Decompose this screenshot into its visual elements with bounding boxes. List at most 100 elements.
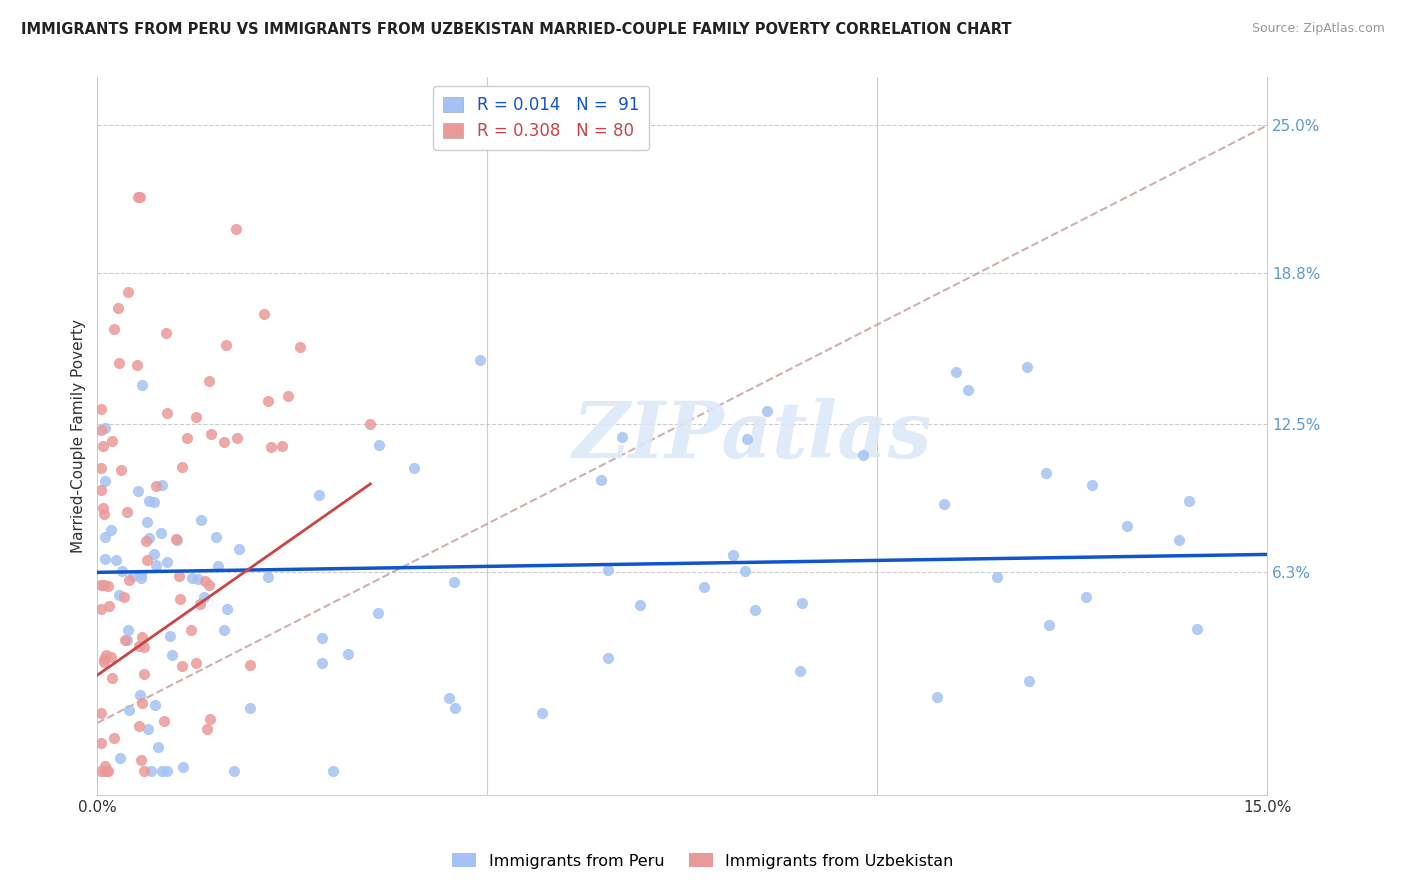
Point bbox=[93, 578, 115, 592]
Point bbox=[93, 439, 115, 453]
Point bbox=[735, 432, 758, 446]
Point bbox=[368, 437, 391, 451]
Point bbox=[132, 764, 155, 778]
Point bbox=[155, 326, 177, 340]
Point bbox=[132, 666, 155, 681]
Point bbox=[184, 409, 207, 424]
Point bbox=[104, 552, 127, 566]
Point bbox=[90, 736, 112, 750]
Point bbox=[311, 656, 333, 670]
Y-axis label: Married-Couple Family Poverty: Married-Couple Family Poverty bbox=[72, 319, 86, 553]
Point bbox=[129, 190, 152, 204]
Point bbox=[1185, 622, 1208, 636]
Point bbox=[131, 696, 153, 710]
Point bbox=[443, 575, 465, 590]
Point bbox=[180, 623, 202, 637]
Point bbox=[170, 460, 193, 475]
Point bbox=[93, 655, 115, 669]
Point bbox=[117, 285, 139, 299]
Point bbox=[110, 463, 132, 477]
Point bbox=[531, 706, 554, 720]
Point bbox=[108, 750, 131, 764]
Text: Source: ZipAtlas.com: Source: ZipAtlas.com bbox=[1251, 22, 1385, 36]
Point bbox=[311, 632, 333, 646]
Point bbox=[277, 389, 299, 403]
Point bbox=[187, 572, 209, 586]
Point bbox=[308, 488, 330, 502]
Point bbox=[166, 533, 188, 547]
Point bbox=[108, 588, 131, 602]
Point bbox=[96, 648, 118, 662]
Point bbox=[135, 533, 157, 548]
Point bbox=[90, 764, 112, 778]
Point bbox=[114, 632, 136, 647]
Point bbox=[852, 448, 875, 462]
Point bbox=[195, 722, 218, 736]
Text: IMMIGRANTS FROM PERU VS IMMIGRANTS FROM UZBEKISTAN MARRIED-COUPLE FAMILY POVERTY: IMMIGRANTS FROM PERU VS IMMIGRANTS FROM … bbox=[21, 22, 1011, 37]
Point bbox=[136, 516, 159, 530]
Text: ZIPatlas: ZIPatlas bbox=[572, 398, 932, 475]
Point bbox=[103, 321, 125, 335]
Point bbox=[115, 506, 138, 520]
Point bbox=[257, 394, 280, 409]
Point bbox=[190, 513, 212, 527]
Point bbox=[159, 629, 181, 643]
Point bbox=[188, 597, 211, 611]
Point bbox=[224, 764, 246, 778]
Point bbox=[121, 569, 143, 583]
Point bbox=[138, 493, 160, 508]
Point bbox=[97, 579, 120, 593]
Point bbox=[225, 222, 247, 236]
Point bbox=[404, 461, 426, 475]
Legend: R = 0.014   N =  91, R = 0.308   N = 80: R = 0.014 N = 91, R = 0.308 N = 80 bbox=[433, 86, 650, 150]
Point bbox=[145, 479, 167, 493]
Point bbox=[100, 650, 122, 665]
Point bbox=[198, 374, 221, 388]
Point bbox=[90, 578, 112, 592]
Point bbox=[253, 307, 276, 321]
Point bbox=[127, 190, 149, 204]
Point bbox=[194, 574, 217, 588]
Point bbox=[925, 690, 948, 704]
Point bbox=[228, 542, 250, 557]
Point bbox=[145, 558, 167, 572]
Point bbox=[193, 590, 215, 604]
Point bbox=[198, 578, 221, 592]
Point bbox=[1116, 519, 1139, 533]
Point bbox=[128, 719, 150, 733]
Point bbox=[1177, 494, 1199, 508]
Point bbox=[932, 497, 955, 511]
Point bbox=[115, 632, 138, 647]
Point bbox=[108, 356, 131, 370]
Point bbox=[90, 483, 112, 498]
Point bbox=[443, 701, 465, 715]
Point bbox=[468, 353, 491, 368]
Point bbox=[1168, 533, 1191, 548]
Point bbox=[359, 417, 381, 431]
Point bbox=[131, 630, 153, 644]
Point bbox=[117, 623, 139, 637]
Point bbox=[180, 571, 202, 585]
Point bbox=[290, 340, 312, 354]
Point bbox=[205, 529, 228, 543]
Point bbox=[172, 760, 194, 774]
Point bbox=[271, 439, 294, 453]
Point bbox=[90, 706, 112, 721]
Point bbox=[94, 421, 117, 435]
Point bbox=[128, 639, 150, 653]
Point bbox=[239, 701, 262, 715]
Point bbox=[598, 650, 620, 665]
Point bbox=[136, 722, 159, 736]
Point bbox=[336, 647, 359, 661]
Point bbox=[93, 652, 115, 666]
Point bbox=[125, 358, 148, 372]
Point bbox=[118, 573, 141, 587]
Point bbox=[101, 671, 124, 685]
Point bbox=[367, 607, 389, 621]
Point bbox=[692, 580, 714, 594]
Point bbox=[723, 548, 745, 562]
Point bbox=[129, 568, 152, 582]
Point bbox=[90, 602, 112, 616]
Point bbox=[97, 599, 120, 613]
Point bbox=[184, 657, 207, 671]
